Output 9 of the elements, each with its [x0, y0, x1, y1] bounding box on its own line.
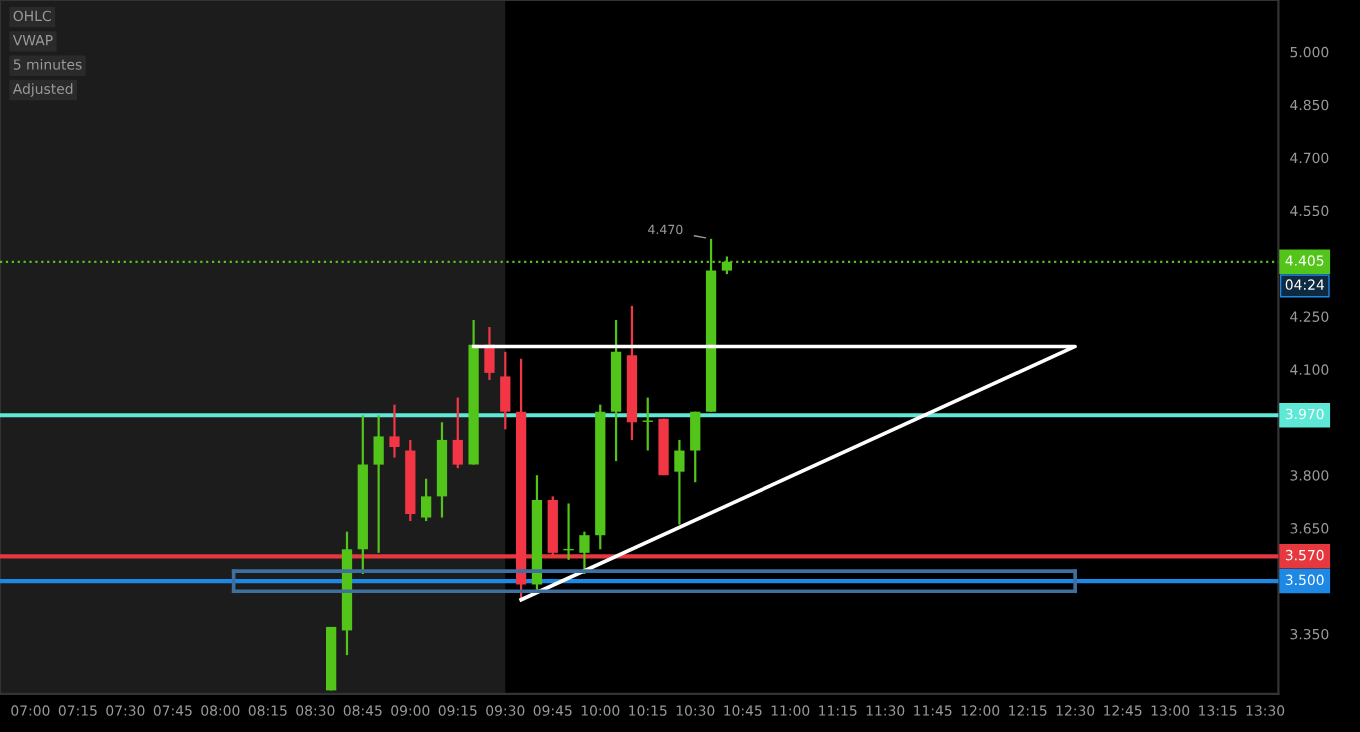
- candlestick: [484, 325, 495, 382]
- candlestick: [579, 530, 590, 576]
- candlestick: [373, 414, 384, 554]
- candlestick: [690, 410, 701, 484]
- candlestick: [500, 350, 511, 431]
- candlestick: [674, 438, 685, 526]
- candlestick: [420, 477, 432, 523]
- candlestick: [452, 396, 463, 470]
- candlestick: [389, 403, 400, 459]
